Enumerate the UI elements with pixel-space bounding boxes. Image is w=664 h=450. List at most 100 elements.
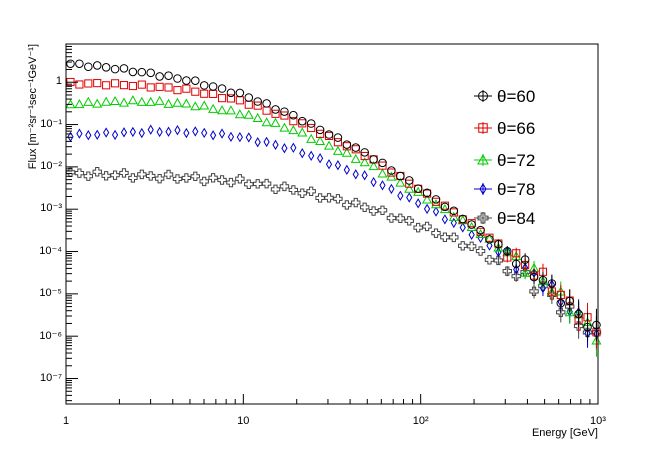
data-point: [263, 136, 270, 148]
data-point: [217, 84, 227, 93]
data-point: [119, 168, 129, 178]
data-point: [83, 96, 94, 106]
data-point: [468, 229, 475, 240]
data-point: [128, 67, 138, 77]
data-point: [183, 127, 190, 139]
data-point: [280, 111, 289, 120]
data-point: [288, 185, 299, 195]
legend-label-theta-60: θ=60: [497, 87, 535, 106]
data-point: [85, 130, 92, 141]
plot-frame: [65, 43, 599, 405]
data-point: [315, 135, 326, 145]
y-tick-label: 10⁻²: [40, 160, 62, 172]
data-point: [397, 190, 404, 201]
data-point: [146, 171, 156, 181]
data-point: [564, 307, 575, 317]
data-point: [191, 87, 200, 96]
data-point: [110, 170, 120, 180]
data-point: [441, 214, 449, 225]
data-point: [290, 142, 297, 153]
data-point: [395, 177, 406, 187]
y-tick-label: 10⁻⁵: [39, 287, 62, 299]
data-point: [449, 206, 459, 216]
data-point: [234, 109, 245, 119]
data-point: [306, 186, 316, 196]
data-point: [254, 137, 261, 148]
data-point: [84, 62, 93, 72]
data-point: [448, 211, 459, 221]
data-point: [245, 132, 252, 143]
y-tick-label: 10⁻³: [40, 202, 62, 214]
data-point: [110, 95, 121, 106]
data-point: [271, 105, 280, 114]
data-point: [341, 147, 352, 157]
data-point: [154, 95, 165, 105]
data-point: [137, 169, 147, 180]
data-point: [155, 72, 164, 81]
data-point: [539, 282, 547, 294]
data-point: [422, 188, 432, 198]
data-point: [484, 233, 495, 243]
data-point: [261, 178, 272, 189]
data-point: [413, 222, 423, 233]
data-point: [395, 213, 406, 224]
data-point: [378, 158, 387, 168]
data-point: [459, 222, 466, 233]
data-point: [342, 200, 352, 210]
data-point: [173, 74, 182, 83]
y-tick-label: 10⁻⁷: [40, 372, 62, 384]
data-point: [110, 64, 120, 74]
data-point: [404, 183, 415, 193]
data-point: [457, 215, 468, 225]
data-point: [431, 195, 441, 204]
data-point: [377, 168, 388, 178]
data-point: [75, 59, 84, 69]
data-point: [172, 174, 183, 184]
data-point: [92, 167, 102, 177]
data-point: [512, 249, 521, 258]
data-point: [244, 93, 254, 102]
data-point: [476, 225, 485, 235]
data-point: [289, 117, 298, 126]
data-point: [368, 161, 379, 171]
data-point: [128, 81, 137, 91]
data-point: [279, 181, 290, 192]
data-point: [173, 86, 182, 95]
data-point: [155, 82, 164, 91]
data-point: [252, 179, 263, 189]
data-point: [110, 79, 120, 88]
data-point: [422, 194, 433, 204]
data-point: [199, 100, 210, 110]
data-point: [422, 221, 432, 232]
data-point: [74, 99, 85, 109]
data-point: [102, 81, 111, 90]
data-point: [316, 153, 324, 164]
data-point: [574, 309, 583, 319]
data-point: [404, 176, 414, 185]
data-point: [405, 179, 414, 188]
data-point: [280, 107, 289, 116]
data-point: [415, 198, 422, 209]
data-point: [192, 126, 199, 137]
data-point: [449, 232, 459, 243]
data-point: [146, 68, 155, 78]
data-point: [164, 83, 173, 92]
data-point: [127, 95, 138, 105]
data-point: [430, 199, 442, 209]
data-point: [261, 117, 272, 127]
data-point: [165, 126, 172, 137]
data-point: [413, 184, 423, 193]
data-point: [163, 98, 174, 108]
data-point: [119, 64, 129, 73]
data-point: [271, 109, 280, 118]
data-point: [217, 94, 227, 103]
data-point: [208, 103, 219, 113]
data-point: [369, 155, 378, 164]
data-point: [174, 125, 181, 136]
data-point: [307, 123, 316, 133]
axis-ticks: [65, 43, 599, 404]
legend-marker-cross: [477, 212, 489, 224]
data-point: [529, 272, 539, 282]
data-point: [216, 105, 228, 115]
